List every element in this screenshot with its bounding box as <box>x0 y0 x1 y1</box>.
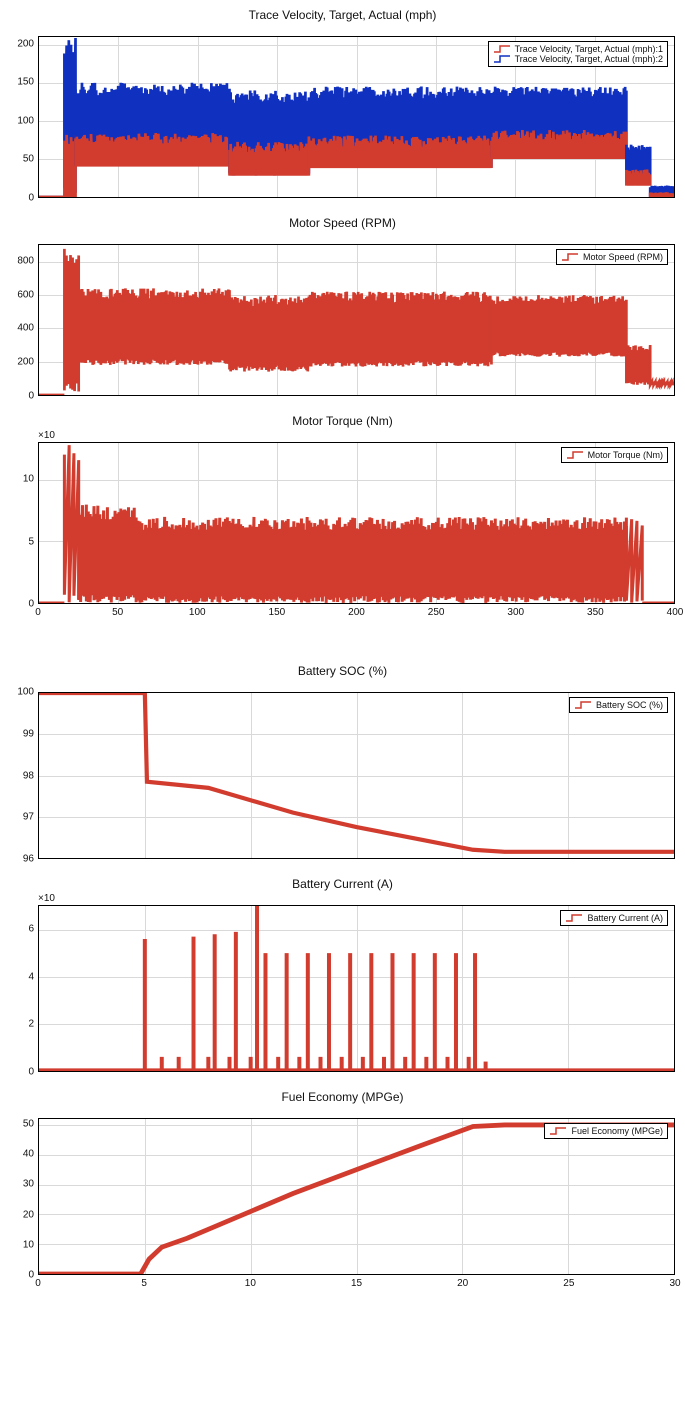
y-exponent-label: ×10 <box>38 430 681 442</box>
xtick-label: 400 <box>667 607 684 618</box>
y-exponent-label <box>38 680 681 692</box>
ytick-label: 6 <box>4 923 34 934</box>
chart-title: Battery SOC (%) <box>4 664 681 678</box>
ytick-label: 400 <box>4 323 34 334</box>
legend-swatch <box>493 54 511 64</box>
ytick-label: 150 <box>4 77 34 88</box>
legend-swatch <box>561 252 579 262</box>
legend-label: Fuel Economy (MPGe) <box>571 1126 663 1136</box>
legend: Battery Current (A) <box>560 910 668 926</box>
y-exponent-label <box>38 24 681 36</box>
ytick-label: 10 <box>4 1239 34 1250</box>
ytick-label: 100 <box>4 687 34 698</box>
y-exponent-label <box>38 232 681 244</box>
legend-swatch <box>493 44 511 54</box>
ytick-label: 0 <box>4 391 34 402</box>
ytick-label: 800 <box>4 255 34 266</box>
legend-label: Trace Velocity, Target, Actual (mph):2 <box>515 54 663 64</box>
ytick-label: 0 <box>4 193 34 204</box>
ytick-label: 0 <box>4 599 34 610</box>
plot-area: Fuel Economy (MPGe) <box>38 1118 675 1275</box>
xtick-label: 150 <box>269 607 286 618</box>
ytick-label: 98 <box>4 770 34 781</box>
legend-label: Battery Current (A) <box>587 913 663 923</box>
xtick-label: 350 <box>587 607 604 618</box>
ytick-label: 4 <box>4 971 34 982</box>
xtick-label: 20 <box>457 1278 468 1289</box>
chart-title: Trace Velocity, Target, Actual (mph) <box>4 8 681 22</box>
legend-label: Trace Velocity, Target, Actual (mph):1 <box>515 44 663 54</box>
legend: Motor Torque (Nm) <box>561 447 668 463</box>
chart-soc: Battery SOC (%)96979899100Battery SOC (%… <box>4 664 681 859</box>
chart-mpge: Fuel Economy (MPGe) 0 10 20 30 40 50 0 5 10 15 20 25… <box>4 1090 681 1291</box>
xtick-label: 5 <box>141 1278 147 1289</box>
chart-motor-speed: Motor Speed (RPM)0200400600800Motor Spee… <box>4 216 681 396</box>
legend-swatch <box>574 700 592 710</box>
ytick-label: 50 <box>4 1119 34 1130</box>
xtick-label: 200 <box>348 607 365 618</box>
legend-swatch <box>566 450 584 460</box>
legend-swatch <box>565 913 583 923</box>
chart-motor-torque: Motor Torque (Nm)×1005100501001502002503… <box>4 414 681 620</box>
chart-velocity: Trace Velocity, Target, Actual (mph)0501… <box>4 8 681 198</box>
xtick-label: 50 <box>112 607 123 618</box>
legend-label: Motor Torque (Nm) <box>588 450 663 460</box>
xtick-label: 25 <box>563 1278 574 1289</box>
plot-area: Motor Speed (RPM) <box>38 244 675 396</box>
ytick-label: 200 <box>4 38 34 49</box>
plot-area: Motor Torque (Nm) <box>38 442 675 604</box>
legend: Fuel Economy (MPGe) <box>544 1123 668 1139</box>
chart-title: Motor Speed (RPM) <box>4 216 681 230</box>
ytick-label: 0 <box>4 1270 34 1281</box>
ytick-label: 200 <box>4 357 34 368</box>
ytick-label: 97 <box>4 812 34 823</box>
legend: Trace Velocity, Target, Actual (mph):1Tr… <box>488 41 668 67</box>
plot-area: Trace Velocity, Target, Actual (mph):1Tr… <box>38 36 675 198</box>
plot-area: Battery SOC (%) <box>38 692 675 859</box>
legend-label: Battery SOC (%) <box>596 700 663 710</box>
xtick-label: 0 <box>35 607 41 618</box>
ytick-label: 20 <box>4 1209 34 1220</box>
chart-title: Motor Torque (Nm) <box>4 414 681 428</box>
plot-area: Battery Current (A) <box>38 905 675 1072</box>
xtick-label: 30 <box>669 1278 680 1289</box>
xtick-label: 250 <box>428 607 445 618</box>
y-exponent-label <box>38 1106 681 1118</box>
legend-swatch <box>549 1126 567 1136</box>
legend: Motor Speed (RPM) <box>556 249 668 265</box>
legend-label: Motor Speed (RPM) <box>583 252 663 262</box>
ytick-label: 5 <box>4 536 34 547</box>
xtick-label: 300 <box>507 607 524 618</box>
ytick-label: 50 <box>4 154 34 165</box>
chart-title: Fuel Economy (MPGe) <box>4 1090 681 1104</box>
chart-page: Trace Velocity, Target, Actual (mph)0501… <box>0 0 685 1321</box>
ytick-label: 100 <box>4 115 34 126</box>
ytick-label: 2 <box>4 1019 34 1030</box>
chart-title: Battery Current (A) <box>4 877 681 891</box>
chart-current: Battery Current (A)×100246Battery Curren… <box>4 877 681 1072</box>
ytick-label: 96 <box>4 854 34 865</box>
ytick-label: 40 <box>4 1149 34 1160</box>
xtick-label: 10 <box>245 1278 256 1289</box>
ytick-label: 99 <box>4 728 34 739</box>
ytick-label: 0 <box>4 1067 34 1078</box>
xtick-label: 100 <box>189 607 206 618</box>
ytick-label: 30 <box>4 1179 34 1190</box>
xtick-label: 15 <box>351 1278 362 1289</box>
ytick-label: 600 <box>4 289 34 300</box>
xtick-label: 0 <box>35 1278 41 1289</box>
ytick-label: 10 <box>4 474 34 485</box>
legend: Battery SOC (%) <box>569 697 668 713</box>
y-exponent-label: ×10 <box>38 893 681 905</box>
